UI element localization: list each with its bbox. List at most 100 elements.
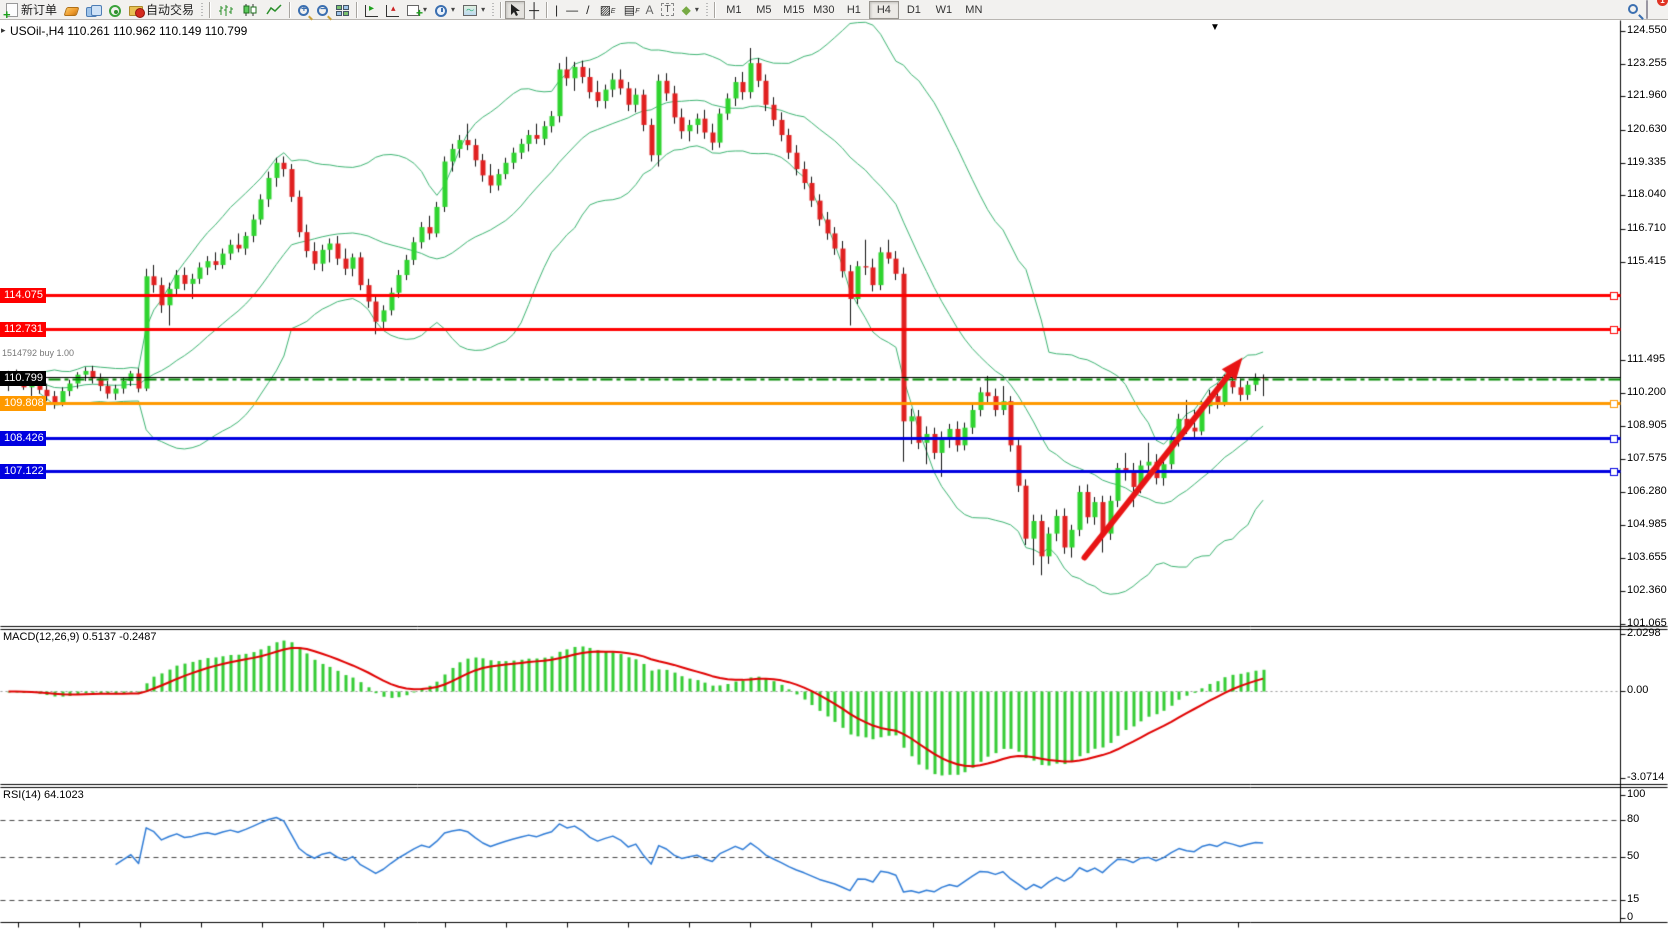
price-axis-label: 107.575: [1627, 452, 1667, 464]
signals-button[interactable]: [105, 1, 125, 19]
price-tag: 110.799: [0, 371, 46, 386]
price-tag: 108.426: [0, 431, 46, 446]
clock-icon: [435, 4, 448, 17]
cursor-tool-button[interactable]: [505, 0, 526, 19]
new-chart-icon: [407, 5, 423, 20]
highlighter-icon: [63, 7, 80, 16]
auto-scroll-button[interactable]: [361, 1, 382, 19]
new-chart-button[interactable]: ▾: [403, 1, 431, 20]
price-axis-label: 108.905: [1627, 419, 1667, 431]
chart-shift-marker[interactable]: ▼: [1210, 22, 1220, 33]
market-watch-button[interactable]: [82, 1, 105, 19]
chart-shift-icon: [386, 3, 400, 17]
macd-axis-label: 2.0298: [1627, 627, 1661, 639]
price-tag: 114.075: [0, 288, 46, 303]
fibonacci-icon: ▤ F: [623, 2, 640, 17]
text-icon: A: [645, 2, 654, 17]
price-tag: 109.808: [0, 396, 46, 411]
dropdown-arrow-icon: ▾: [481, 5, 486, 14]
chart-symbol-title: USOil-,H4 110.261 110.962 110.149 110.79…: [10, 24, 248, 38]
crosshair-tool-button[interactable]: ┼: [525, 1, 543, 19]
cursor-icon: [511, 3, 521, 16]
equidistant-channel-icon: ▨ E: [599, 2, 616, 17]
price-axis-label: 123.255: [1627, 57, 1667, 69]
price-axis-label: 103.655: [1627, 551, 1667, 563]
bar-chart-icon: [219, 4, 234, 16]
price-axis-label: 110.200: [1627, 386, 1666, 398]
new-order-label: 新订单: [21, 3, 58, 17]
channel-tool-button[interactable]: ▨ E: [593, 1, 617, 19]
trendline-icon: /: [586, 2, 590, 17]
toolbar-grip: [704, 2, 709, 17]
chat-bubble-icon: [1646, 0, 1648, 19]
auto-scroll-icon: [365, 3, 379, 17]
new-order-button[interactable]: 新订单: [0, 1, 61, 22]
position-line-label: 1514792 buy 1.00: [2, 348, 75, 358]
tile-windows-icon: [336, 4, 350, 17]
periods-button[interactable]: ▾: [431, 1, 459, 19]
toolbar-separator: [289, 1, 292, 18]
toolbar: 新订单 自动交易 ▾ ▾ ▾: [0, 0, 1668, 22]
shapes-icon: ◆: [681, 2, 691, 17]
timeframe-button-m5[interactable]: M5: [749, 1, 779, 19]
templates-button[interactable]: ▾: [459, 1, 489, 19]
price-axis-label: 104.985: [1627, 518, 1667, 530]
search-icon[interactable]: [1628, 4, 1638, 14]
tile-windows-button[interactable]: [332, 1, 353, 19]
toolbar-separator: [713, 1, 716, 18]
line-chart-icon: [266, 3, 282, 14]
vertical-line-tool-button[interactable]: |: [551, 1, 562, 19]
auto-trading-button[interactable]: 自动交易: [125, 1, 198, 19]
windows-cloud-icon: [86, 4, 103, 17]
chart-expander-icon[interactable]: ▸: [1, 25, 6, 35]
timeframe-button-h1[interactable]: H1: [839, 1, 869, 19]
price-axis-label: 124.550: [1627, 24, 1667, 36]
price-axis-label: 115.415: [1627, 255, 1666, 267]
price-axis-label: 102.360: [1627, 584, 1667, 596]
vertical-line-icon: |: [555, 2, 559, 17]
price-tag: 112.731: [0, 322, 46, 337]
dropdown-arrow-icon: ▾: [423, 5, 428, 14]
chart-shift-button[interactable]: [382, 1, 403, 19]
notifications-button[interactable]: 1: [1646, 0, 1668, 19]
zoom-out-button[interactable]: [313, 1, 332, 19]
timeframe-button-m1[interactable]: M1: [719, 1, 749, 19]
fibonacci-tool-button[interactable]: ▤ F: [617, 1, 641, 19]
auto-trading-icon: [129, 6, 146, 18]
price-axis-label: 116.710: [1627, 222, 1666, 234]
toolbar-grip: [491, 2, 496, 17]
price-axis-label: 120.630: [1627, 123, 1667, 135]
horizontal-line-icon: —: [566, 2, 579, 17]
trendline-tool-button[interactable]: /: [582, 1, 593, 19]
dropdown-arrow-icon: ▾: [451, 5, 456, 14]
rsi-indicator-label: RSI(14) 64.1023: [3, 789, 84, 801]
timeframe-button-d1[interactable]: D1: [899, 1, 929, 19]
highlighter-button[interactable]: [61, 1, 82, 19]
price-tag: 107.122: [0, 464, 46, 479]
macd-indicator-label: MACD(12,26,9) 0.5137 -0.2487: [3, 631, 157, 643]
zoom-in-button[interactable]: [294, 1, 313, 19]
arrows-tool-button[interactable]: ◆ ▾: [678, 1, 703, 19]
auto-trading-label: 自动交易: [146, 3, 195, 17]
timeframe-button-h4[interactable]: H4: [868, 0, 899, 19]
timeframe-button-m30[interactable]: M30: [809, 1, 839, 19]
rsi-axis-label: 15: [1627, 893, 1640, 905]
text-label-icon: T: [661, 3, 674, 16]
macd-axis-label: 0.00: [1627, 684, 1649, 696]
toolbar-grip: [200, 2, 205, 17]
crosshair-icon: ┼: [529, 1, 539, 18]
bar-chart-mode-button[interactable]: [214, 1, 238, 19]
price-axis-label: 118.040: [1627, 188, 1666, 200]
timeframe-button-w1[interactable]: W1: [929, 1, 959, 19]
candlestick-mode-button[interactable]: [238, 1, 262, 19]
timeframe-button-m15[interactable]: M15: [779, 1, 809, 19]
text-label-tool-button[interactable]: T: [657, 1, 677, 19]
timeframe-group: M1 M5 M15 M30 H1 H4 D1 W1 MN: [719, 0, 989, 20]
text-tool-button[interactable]: A: [641, 1, 657, 19]
rsi-axis-label: 0: [1627, 911, 1634, 923]
horizontal-line-tool-button[interactable]: —: [562, 1, 582, 19]
timeframe-button-mn[interactable]: MN: [959, 1, 989, 19]
line-chart-mode-button[interactable]: [262, 1, 286, 19]
rsi-axis-label: 100: [1627, 788, 1646, 800]
